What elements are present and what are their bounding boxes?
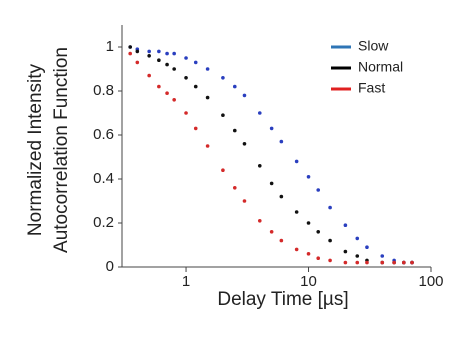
data-point: [172, 98, 176, 102]
data-point: [343, 260, 348, 265]
data-point: [257, 111, 262, 115]
data-point: [232, 128, 237, 133]
data-point: [328, 205, 332, 210]
data-point: [221, 76, 225, 80]
data-point: [294, 247, 299, 252]
y-tick-label: 0: [106, 258, 114, 275]
y-tick-label: 0.4: [93, 170, 114, 187]
data-point: [184, 56, 188, 60]
data-point: [392, 260, 396, 265]
data-point: [147, 73, 151, 78]
data-point: [242, 142, 247, 146]
y-axis-label: Autocorrelation Function: [51, 47, 72, 253]
data-point: [232, 84, 237, 89]
data-point: [205, 144, 210, 148]
data-point: [172, 67, 176, 71]
data-point: [232, 186, 237, 190]
data-point: [157, 58, 161, 62]
data-point: [193, 126, 198, 131]
y-tick-label: 1: [106, 38, 114, 55]
data-point: [306, 252, 311, 256]
data-point: [221, 113, 225, 117]
x-tick-label: 100: [418, 273, 443, 290]
data-point: [316, 188, 321, 192]
data-point: [279, 139, 284, 144]
data-point: [316, 256, 321, 261]
data-point: [365, 245, 369, 249]
data-point: [380, 254, 385, 258]
data-point: [221, 168, 225, 172]
data-point: [410, 260, 414, 265]
data-point: [306, 221, 311, 225]
data-point: [157, 49, 161, 54]
y-tick-label: 0.2: [93, 214, 114, 231]
legend-label: Normal: [358, 59, 403, 75]
data-point: [157, 84, 161, 89]
data-point: [165, 51, 169, 56]
data-point: [294, 159, 299, 164]
data-point: [355, 260, 360, 265]
legend-label: Fast: [358, 80, 385, 96]
data-point: [343, 249, 348, 254]
data-point: [205, 95, 210, 100]
data-point: [165, 91, 169, 95]
data-point: [172, 51, 176, 56]
data-point: [147, 54, 151, 58]
data-point: [257, 219, 262, 223]
data-point: [328, 258, 332, 263]
data-point: [269, 181, 274, 186]
data-point: [193, 84, 198, 89]
y-tick-label: 0.8: [93, 82, 114, 99]
data-point: [147, 49, 151, 54]
data-point: [294, 210, 299, 214]
data-point: [269, 126, 274, 131]
legend-label: Slow: [358, 38, 389, 54]
data-point: [306, 175, 311, 179]
data-point: [165, 62, 169, 67]
x-axis-label: Delay Time [µs]: [217, 289, 348, 310]
data-point: [242, 199, 247, 203]
x-tick-label: 10: [300, 273, 317, 290]
data-point: [279, 238, 284, 243]
data-point: [242, 93, 247, 98]
data-point: [380, 260, 385, 265]
data-point: [402, 260, 406, 265]
data-point: [343, 223, 348, 227]
data-point: [184, 111, 188, 115]
data-point: [128, 51, 132, 56]
data-point: [316, 230, 321, 234]
data-point: [365, 260, 369, 265]
data-point: [355, 254, 360, 258]
y-tick-label: 0.6: [93, 126, 114, 143]
y-axis-label: Normalized Intensity: [25, 63, 46, 236]
data-point: [328, 238, 332, 243]
data-point: [128, 45, 132, 49]
data-point: [205, 67, 210, 71]
data-point: [257, 164, 262, 168]
data-point: [184, 76, 188, 80]
x-tick-label: 1: [182, 273, 190, 290]
data-point: [193, 60, 198, 65]
data-point: [269, 230, 274, 234]
data-point: [355, 236, 360, 241]
data-point: [279, 194, 284, 199]
data-point: [135, 49, 140, 54]
data-point: [135, 60, 140, 65]
